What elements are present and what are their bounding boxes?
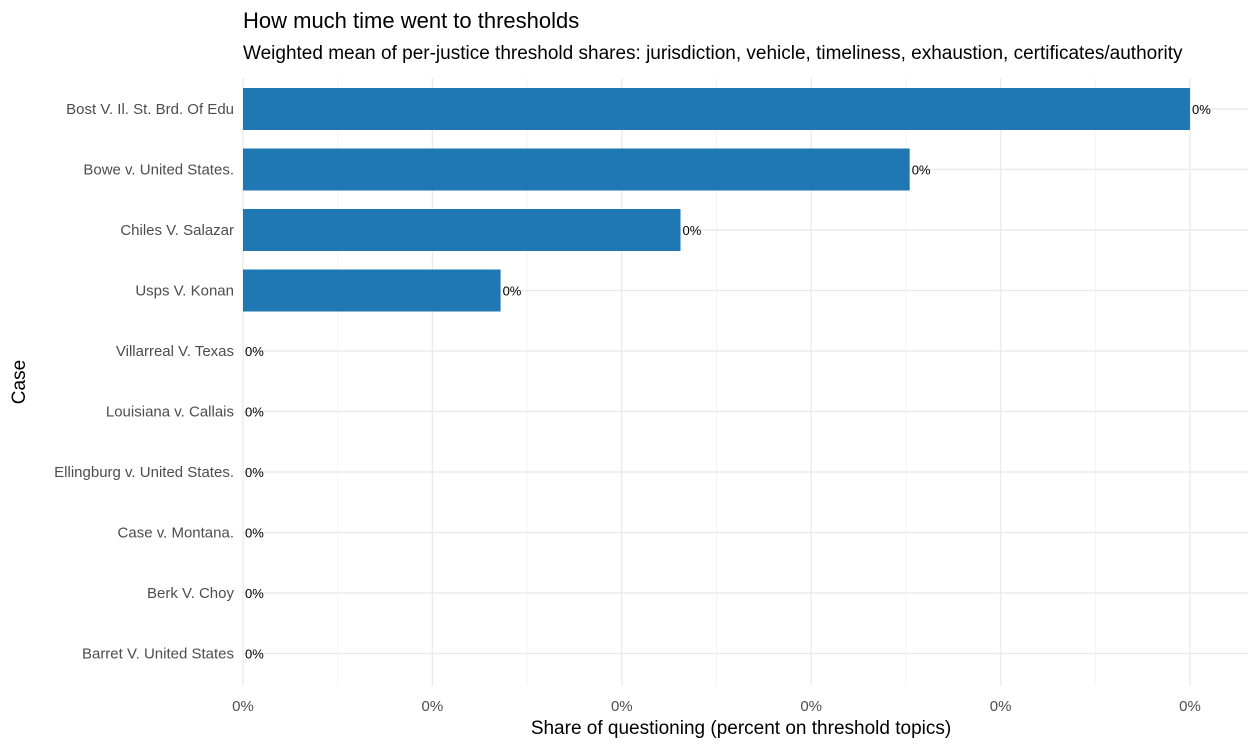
bar bbox=[243, 269, 501, 312]
bar-value-label: 0% bbox=[245, 465, 264, 480]
bar bbox=[243, 88, 1190, 130]
bars bbox=[243, 88, 1190, 312]
category-label: Villarreal V. Texas bbox=[116, 343, 234, 360]
x-tick-label: 0% bbox=[1179, 698, 1201, 715]
x-tick-label: 0% bbox=[800, 698, 822, 715]
bar-value-label: 0% bbox=[245, 586, 264, 601]
bar-value-label: 0% bbox=[1192, 102, 1211, 117]
category-labels: Bost V. Il. St. Brd. Of Edu Bowe v. Unite… bbox=[54, 101, 234, 663]
chart-subtitle: Weighted mean of per-justice threshold s… bbox=[243, 43, 1183, 64]
x-tick-label: 0% bbox=[232, 698, 254, 715]
x-tick-label: 0% bbox=[990, 698, 1012, 715]
x-tick-label: 0% bbox=[611, 698, 633, 715]
bar-value-label: 0% bbox=[245, 526, 264, 541]
bar bbox=[243, 209, 681, 251]
bar bbox=[243, 148, 910, 191]
bar-value-label: 0% bbox=[245, 344, 264, 359]
chart-title: How much time went to thresholds bbox=[243, 8, 579, 33]
bar-value-label: 0% bbox=[245, 647, 264, 662]
category-label: Usps V. Konan bbox=[135, 283, 234, 300]
category-label: Bowe v. United States. bbox=[83, 162, 234, 179]
x-axis-title: Share of questioning (percent on thresho… bbox=[531, 718, 951, 739]
bar-value-label: 0% bbox=[245, 405, 264, 420]
x-tick-labels: 0% 0% 0% 0% 0% 0% bbox=[232, 698, 1201, 715]
category-label: Ellingburg v. United States. bbox=[54, 464, 234, 481]
bar-value-label: 0% bbox=[683, 223, 702, 238]
category-label: Louisiana v. Callais bbox=[106, 404, 234, 421]
y-axis-title: Case bbox=[9, 360, 30, 404]
category-label: Barret V. United States bbox=[82, 646, 234, 663]
category-label: Bost V. Il. St. Brd. Of Edu bbox=[66, 101, 234, 118]
category-label: Chiles V. Salazar bbox=[120, 222, 234, 239]
data-labels: 0% 0% 0% 0% 0% 0% 0% 0% 0% 0% bbox=[245, 102, 1211, 662]
category-label: Berk V. Choy bbox=[147, 585, 234, 602]
bar-value-label: 0% bbox=[912, 163, 931, 178]
bar-value-label: 0% bbox=[503, 284, 522, 299]
category-label: Case v. Montana. bbox=[118, 525, 234, 542]
x-tick-label: 0% bbox=[422, 698, 444, 715]
